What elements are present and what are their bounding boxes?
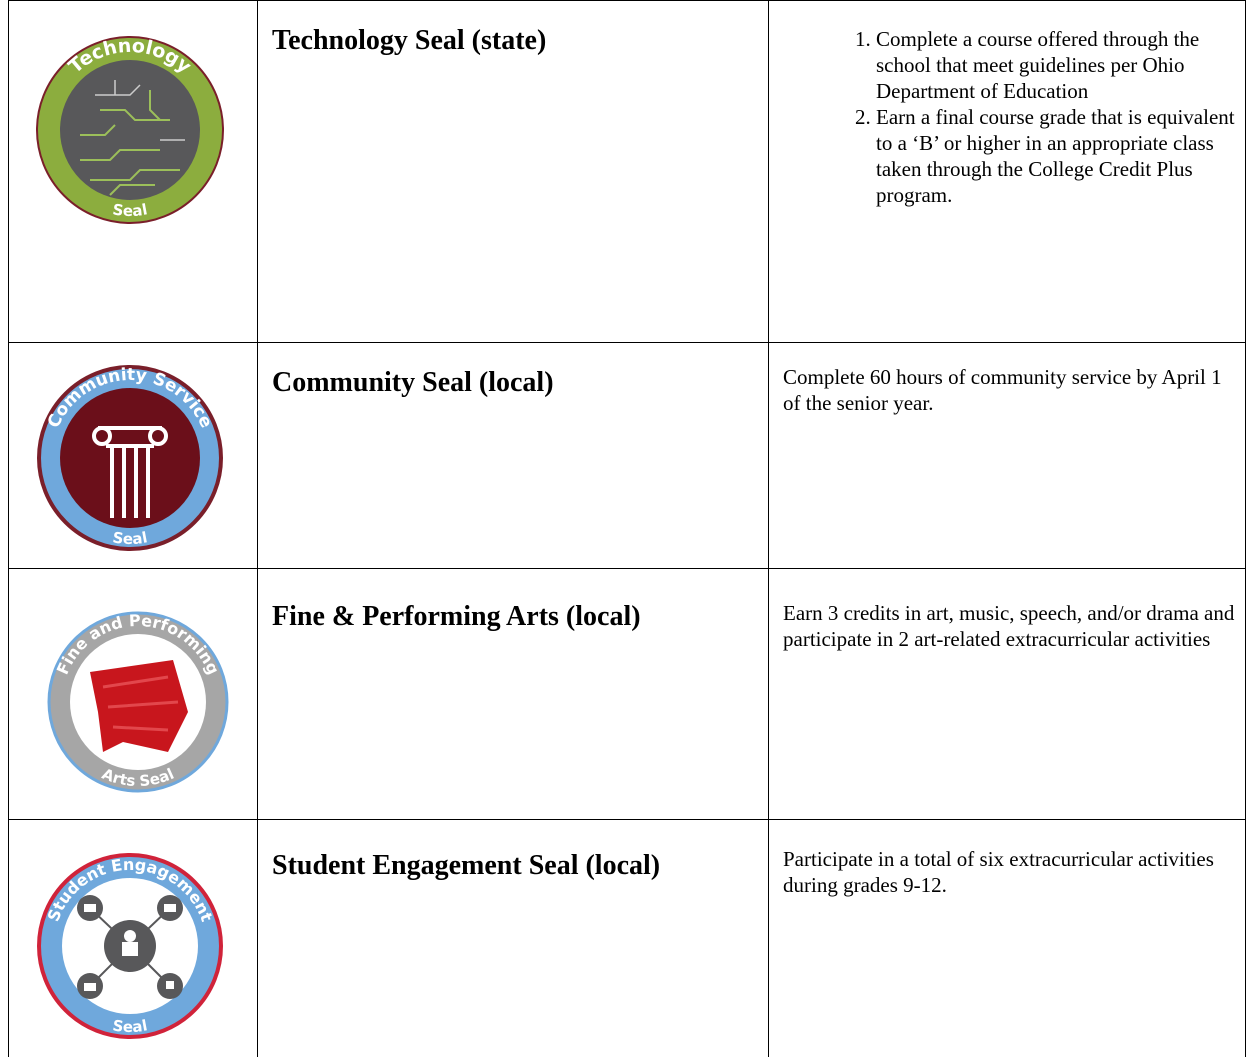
border [1245, 0, 1246, 1057]
requirements-list: Complete a course offered through the sc… [820, 26, 1253, 208]
svg-text:Seal: Seal [111, 528, 148, 548]
arts-badge: Fine and Performing Arts Seal [47, 611, 229, 793]
seal-title: Community Seal (local) [272, 367, 554, 398]
engagement-badge: Student Engagement Seal [37, 853, 223, 1039]
border [8, 0, 1246, 1]
svg-text:Seal: Seal [111, 200, 148, 220]
requirement: Participate in a total of six extracurri… [783, 847, 1214, 897]
border [257, 0, 258, 1057]
requirement: Complete a course offered through the sc… [876, 26, 1253, 104]
seal-title: Fine & Performing Arts (local) [272, 601, 641, 632]
technology-badge: Technology Seal [36, 35, 224, 224]
border [8, 819, 1246, 820]
seal-title: Student Engagement Seal (local) [272, 850, 661, 881]
badge-bottom-text: Seal [111, 1016, 148, 1036]
seal-title: Technology Seal (state) [272, 25, 547, 56]
badge-bottom-text: Seal [111, 200, 148, 220]
requirement: Earn a final course grade that is equiva… [876, 104, 1253, 208]
requirement: Earn 3 credits in art, music, speech, an… [783, 601, 1235, 651]
border [768, 0, 769, 1057]
requirement: Complete 60 hours of community service b… [783, 365, 1222, 415]
community-badge: Community Service Seal [37, 365, 223, 551]
border [8, 568, 1246, 569]
border [8, 0, 9, 1057]
badge-bottom-text: Seal [111, 528, 148, 548]
svg-text:Seal: Seal [111, 1016, 148, 1036]
border [8, 342, 1246, 343]
